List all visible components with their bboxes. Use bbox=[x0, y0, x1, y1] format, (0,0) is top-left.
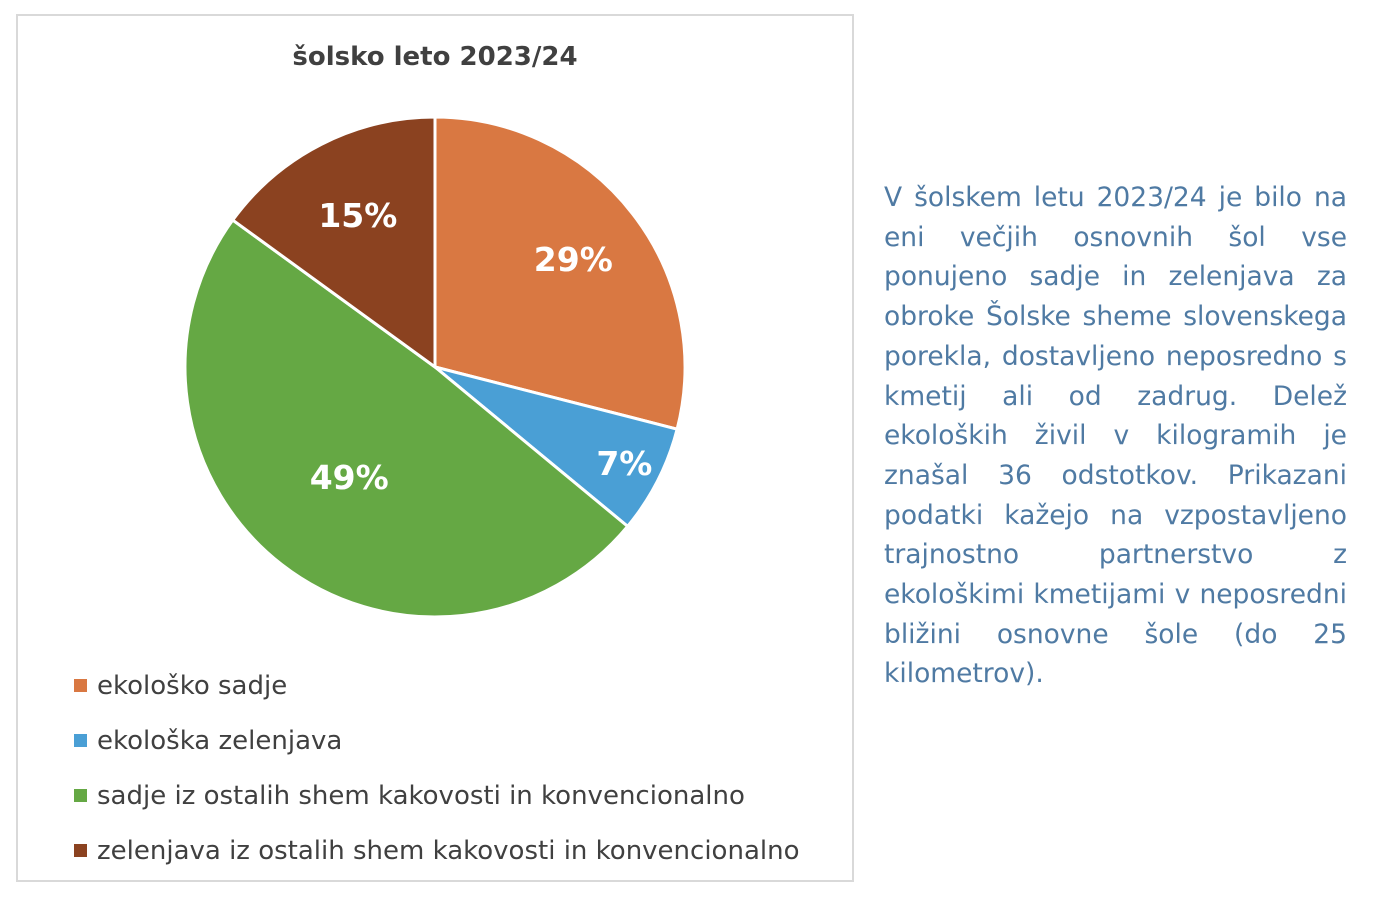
pie-chart: 29% 7% 49% 15% bbox=[183, 115, 687, 619]
legend-item-1: ekološko sadje bbox=[74, 658, 799, 713]
pie-slice-label-2: 7% bbox=[596, 444, 652, 483]
chart-frame: šolsko leto 2023/24 29% 7% 49% 15% ekološko… bbox=[16, 14, 854, 882]
legend-swatch bbox=[74, 789, 87, 802]
pie-slice-2 bbox=[434, 365, 679, 529]
pie-slice-label-3: 49% bbox=[310, 458, 389, 497]
pie-slice-label-4: 15% bbox=[318, 196, 397, 235]
legend-label: zelenjava iz ostalih shem kakovosti in k… bbox=[97, 835, 800, 866]
pie-slice-4 bbox=[230, 115, 437, 370]
pie-slice-1 bbox=[433, 115, 687, 431]
legend-item-3: sadje iz ostalih shem kakovosti in konve… bbox=[74, 768, 799, 823]
legend-label: ekološko sadje bbox=[97, 670, 288, 701]
chart-legend: ekološko sadje ekološka zelenjava sadje iz… bbox=[74, 658, 799, 878]
pie-slice-3 bbox=[183, 217, 630, 619]
legend-item-2: ekološka zelenjava bbox=[74, 713, 799, 768]
pie-slice-label-1: 29% bbox=[534, 240, 613, 279]
legend-label: sadje iz ostalih shem kakovosti in konve… bbox=[97, 780, 745, 811]
legend-swatch bbox=[74, 679, 87, 692]
legend-item-4: zelenjava iz ostalih shem kakovosti in k… bbox=[74, 823, 799, 878]
legend-label: ekološka zelenjava bbox=[97, 725, 343, 756]
chart-title: šolsko leto 2023/24 bbox=[292, 42, 578, 72]
description-text: V šolskem letu 2023/24 je bilo na eni ve… bbox=[884, 182, 1347, 690]
legend-swatch bbox=[74, 734, 87, 747]
legend-swatch bbox=[74, 844, 87, 857]
